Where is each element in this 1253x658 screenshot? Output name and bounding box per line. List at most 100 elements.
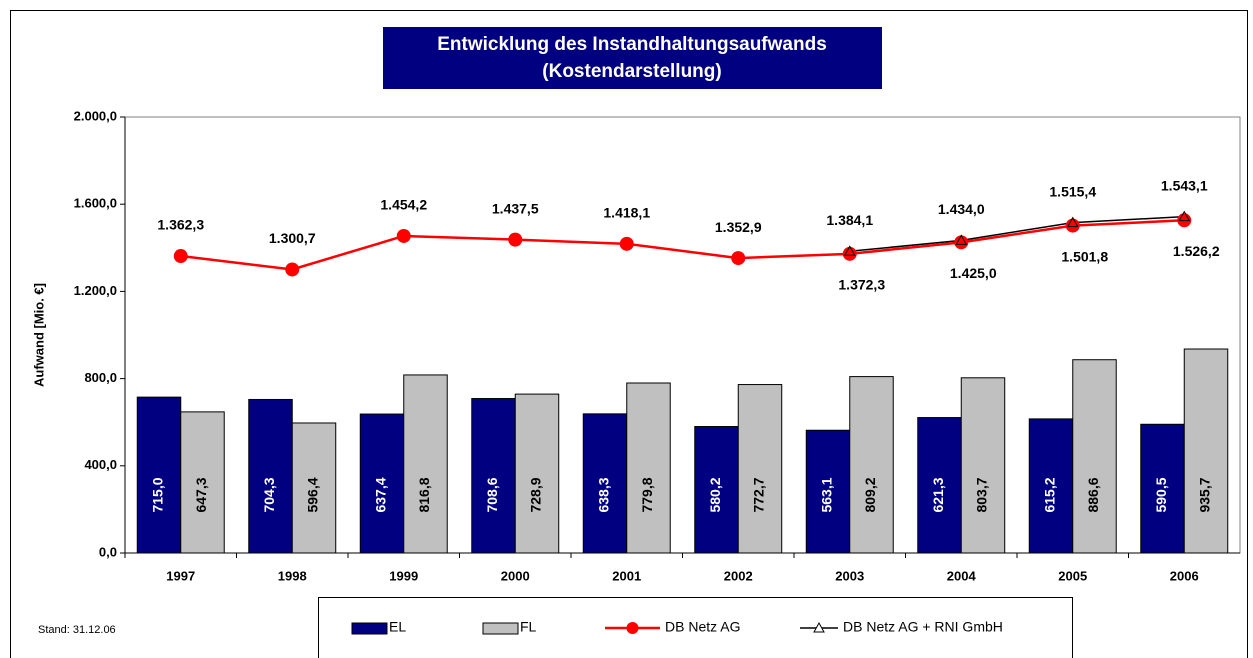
line-marker — [619, 236, 634, 251]
legend-label: EL — [389, 619, 406, 635]
x-tick-label: 1998 — [278, 568, 307, 583]
line-value-label: 1.384,1 — [826, 212, 873, 228]
bar — [180, 411, 225, 554]
bar — [136, 396, 182, 554]
bar-value-label: 647,3 — [193, 477, 209, 512]
bar-value-label: 638,3 — [596, 477, 612, 512]
line-value-label: 1.434,0 — [938, 201, 985, 217]
y-tick-label: 1.200,0 — [74, 283, 117, 298]
bar-value-label: 779,8 — [639, 477, 655, 512]
bar — [514, 393, 560, 554]
legend-marker — [813, 621, 825, 633]
line-value-label: 1.437,5 — [492, 200, 539, 216]
line-marker — [285, 262, 300, 277]
line-marker — [955, 234, 968, 245]
x-tick-label: 2003 — [835, 568, 864, 583]
bar — [805, 429, 851, 554]
bar-value-label: 809,2 — [862, 477, 878, 512]
line-value-label: 1.501,8 — [1061, 248, 1108, 264]
bar-value-label: 803,7 — [974, 477, 990, 512]
line-marker — [1066, 216, 1079, 228]
y-tick-label: 2.000,0 — [74, 108, 117, 123]
line-marker — [1178, 210, 1191, 222]
line-value-label: 1.515,4 — [1049, 183, 1096, 199]
x-tick-label: 2001 — [612, 568, 641, 583]
bar-value-label: 580,2 — [707, 477, 723, 512]
legend-swatch — [351, 622, 388, 635]
line-marker — [842, 246, 857, 261]
bar — [1072, 359, 1117, 554]
legend-label: DB Netz AG + RNI GmbH — [843, 619, 1003, 635]
line-value-label: 1.300,7 — [269, 230, 316, 246]
bar-value-label: 615,2 — [1042, 477, 1058, 512]
chart-subtitle: (Kostendarstellung) — [542, 61, 721, 82]
chart-title: Entwicklung des Instandhaltungsaufwands — [437, 34, 827, 55]
chart-frame — [10, 10, 1248, 658]
bar — [1028, 418, 1074, 554]
bar — [582, 413, 628, 554]
bar-value-label: 704,3 — [261, 477, 277, 512]
x-tick-label: 2005 — [1058, 568, 1087, 583]
y-tick-label: 800,0 — [84, 370, 117, 385]
line-marker — [173, 249, 188, 264]
line — [849, 215, 1185, 253]
bar — [960, 377, 1006, 554]
line-marker — [843, 245, 856, 256]
line-value-label: 1.425,0 — [950, 265, 997, 281]
bar-value-label: 715,0 — [150, 477, 166, 512]
line-value-label: 1.418,1 — [603, 205, 650, 221]
bar-value-label: 935,7 — [1197, 477, 1213, 512]
line-value-label: 1.454,2 — [380, 197, 427, 213]
x-tick-label: 1999 — [389, 568, 418, 583]
bar — [1140, 423, 1185, 554]
bar-value-label: 590,5 — [1153, 477, 1169, 512]
bar — [291, 422, 337, 554]
x-tick-label: 2006 — [1170, 568, 1199, 583]
bar-value-label: 772,7 — [751, 477, 767, 512]
x-tick-label: 2000 — [501, 568, 530, 583]
bar — [849, 376, 894, 554]
y-tick-label: 1.600,0 — [74, 196, 117, 211]
legend-label: FL — [520, 619, 537, 635]
bar — [471, 398, 516, 554]
line — [180, 219, 1185, 271]
bar — [248, 398, 293, 554]
line-marker — [1065, 218, 1080, 233]
bar-value-label: 596,4 — [305, 477, 321, 512]
line-value-label: 1.372,3 — [838, 277, 885, 293]
bar — [1183, 348, 1229, 554]
line-value-label: 1.362,3 — [157, 217, 204, 233]
bar — [737, 384, 783, 554]
line-marker — [954, 235, 969, 250]
legend-marker — [626, 622, 639, 634]
legend-label: DB Netz AG — [665, 619, 740, 635]
bar-value-label: 886,6 — [1085, 477, 1101, 512]
legend-swatch — [482, 622, 519, 635]
bar — [917, 417, 962, 554]
y-tick-label: 400,0 — [84, 457, 117, 472]
line-marker — [396, 228, 411, 243]
x-tick-label: 1997 — [166, 568, 195, 583]
bar-value-label: 816,8 — [416, 477, 432, 512]
bar-value-label: 637,4 — [373, 477, 389, 512]
footnote: Stand: 31.12.06 — [38, 624, 116, 636]
line-value-label: 1.543,1 — [1161, 177, 1208, 193]
bar-value-label: 728,9 — [528, 477, 544, 512]
bar — [403, 374, 448, 554]
line-marker — [731, 251, 746, 266]
bar-value-label: 563,1 — [819, 477, 835, 512]
bar — [694, 426, 739, 554]
line-value-label: 1.352,9 — [715, 219, 762, 235]
bar-value-label: 708,6 — [484, 477, 500, 512]
x-tick-label: 2002 — [724, 568, 753, 583]
x-tick-label: 2004 — [947, 568, 977, 583]
y-tick-label: 0,0 — [99, 544, 117, 559]
y-axis-label: Aufwand [Mio. €] — [31, 283, 46, 387]
legend-box — [318, 597, 1073, 658]
bar-value-label: 621,3 — [930, 477, 946, 512]
line-value-label: 1.526,2 — [1173, 243, 1220, 259]
title-box — [383, 27, 882, 89]
bar — [626, 382, 671, 554]
bar — [359, 413, 405, 554]
